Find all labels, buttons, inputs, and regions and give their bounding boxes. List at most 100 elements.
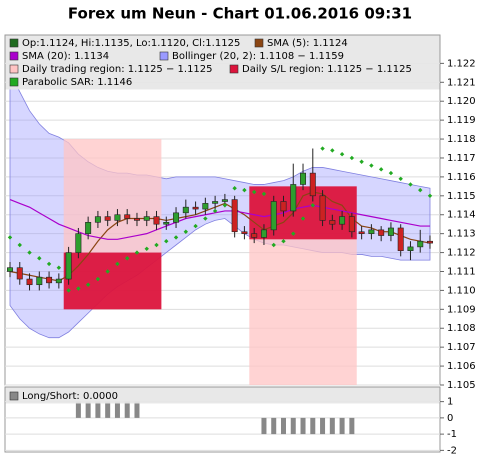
bar	[271, 417, 277, 435]
sar-dot	[310, 203, 315, 208]
candle-body	[280, 201, 287, 212]
y-tick-label: 1.105	[447, 380, 476, 391]
y-tick-label: 1.109	[447, 304, 476, 315]
candle-body	[260, 229, 267, 238]
candle-body	[16, 267, 23, 280]
region	[249, 237, 357, 385]
candle-body	[309, 172, 316, 197]
bar	[300, 417, 306, 435]
legend-swatch	[229, 64, 239, 74]
legend-swatch	[9, 38, 19, 48]
y-tick-label: 0	[447, 413, 453, 424]
sar-dot	[398, 176, 403, 181]
sar-dot	[359, 159, 364, 164]
candle-body	[251, 233, 258, 238]
sar-dot	[105, 269, 110, 274]
y-tick-label: -1	[447, 429, 457, 440]
candle-body	[192, 206, 199, 210]
sar-dot	[320, 146, 325, 151]
bar	[105, 401, 111, 418]
legend-label: Daily trading region: 1.1125 − 1.1125	[22, 64, 213, 75]
sar-dot	[144, 246, 149, 251]
candle-body	[55, 278, 62, 284]
candle-body	[329, 220, 336, 225]
candle-body	[124, 214, 131, 219]
legend-label: Parabolic SAR: 1.1146	[22, 77, 132, 88]
y-tick-label: 1	[447, 397, 453, 408]
candle-body	[26, 278, 33, 286]
sar-dot	[378, 167, 384, 172]
y-tick-label: 1.115	[447, 191, 476, 202]
bar	[320, 417, 326, 435]
sar-dot	[242, 187, 247, 193]
candle-body	[270, 201, 277, 231]
sar-dot	[193, 223, 198, 229]
y-tick-label: 1.117	[447, 153, 476, 164]
sar-dot	[95, 276, 101, 282]
y-tick-label: 1.120	[447, 96, 476, 107]
legend-swatch	[9, 391, 19, 401]
candle-body	[319, 195, 326, 221]
candle-body	[46, 276, 53, 284]
sar-dot	[300, 216, 306, 221]
sar-dot	[115, 261, 120, 267]
bar	[114, 401, 120, 418]
sar-dot	[66, 288, 71, 293]
bar	[349, 417, 355, 435]
sar-dot	[232, 186, 237, 191]
y-tick-label: -2	[447, 445, 457, 456]
candle-body	[143, 216, 150, 221]
bar	[290, 417, 296, 435]
sar-dot	[339, 151, 345, 157]
sar-dot	[76, 286, 81, 291]
candle-body	[221, 199, 228, 202]
legend-swatch	[9, 77, 19, 87]
sar-dot	[85, 282, 91, 287]
sar-dot	[369, 163, 374, 168]
candle-body	[417, 240, 424, 248]
candle-body	[36, 276, 43, 286]
y-tick-label: 1.116	[447, 172, 476, 183]
legend-label: Bollinger (20, 2): 1.1108 − 1.1159	[172, 51, 344, 62]
bar	[339, 417, 345, 435]
legend-background	[5, 35, 440, 90]
candle-body	[427, 240, 433, 244]
candle-body	[339, 216, 346, 225]
sar-dot	[281, 239, 286, 244]
y-tick-label: 1.121	[447, 77, 476, 88]
candle-body	[7, 267, 13, 272]
candle-body	[397, 227, 404, 251]
candle-body	[153, 216, 160, 225]
sar-dot	[134, 250, 140, 255]
candle-body	[387, 227, 394, 236]
sar-dot	[418, 187, 423, 193]
candle-body	[300, 172, 307, 185]
legend-swatch	[9, 51, 19, 61]
y-tick-label: 1.112	[447, 248, 476, 259]
y-tick-label: 1.113	[447, 229, 476, 240]
candle-body	[407, 246, 414, 251]
candle-body	[85, 221, 92, 234]
bar	[280, 417, 286, 435]
sar-dot	[330, 148, 335, 153]
candle-body	[104, 216, 111, 221]
legend-label: SMA (20): 1.1134	[22, 51, 109, 62]
sar-dot	[37, 256, 42, 261]
indicator-line	[9, 199, 430, 240]
sar-dot	[27, 250, 32, 255]
sar-dot	[291, 231, 296, 236]
bar	[134, 401, 140, 418]
bar	[124, 401, 130, 418]
candle-body	[358, 231, 365, 234]
y-tick-label: 1.108	[447, 323, 476, 334]
candle-body	[114, 214, 121, 221]
y-tick-label: 1.118	[447, 134, 476, 145]
y-tick-label: 1.110	[447, 285, 476, 296]
chart-title: Forex um Neun - Chart 01.06.2016 09:31	[68, 5, 412, 23]
candle-body	[231, 199, 238, 233]
sar-dot	[408, 182, 413, 187]
bar	[75, 401, 81, 418]
candle-body	[368, 229, 375, 234]
y-tick-label: 1.107	[447, 342, 476, 353]
sar-dot	[427, 193, 433, 199]
